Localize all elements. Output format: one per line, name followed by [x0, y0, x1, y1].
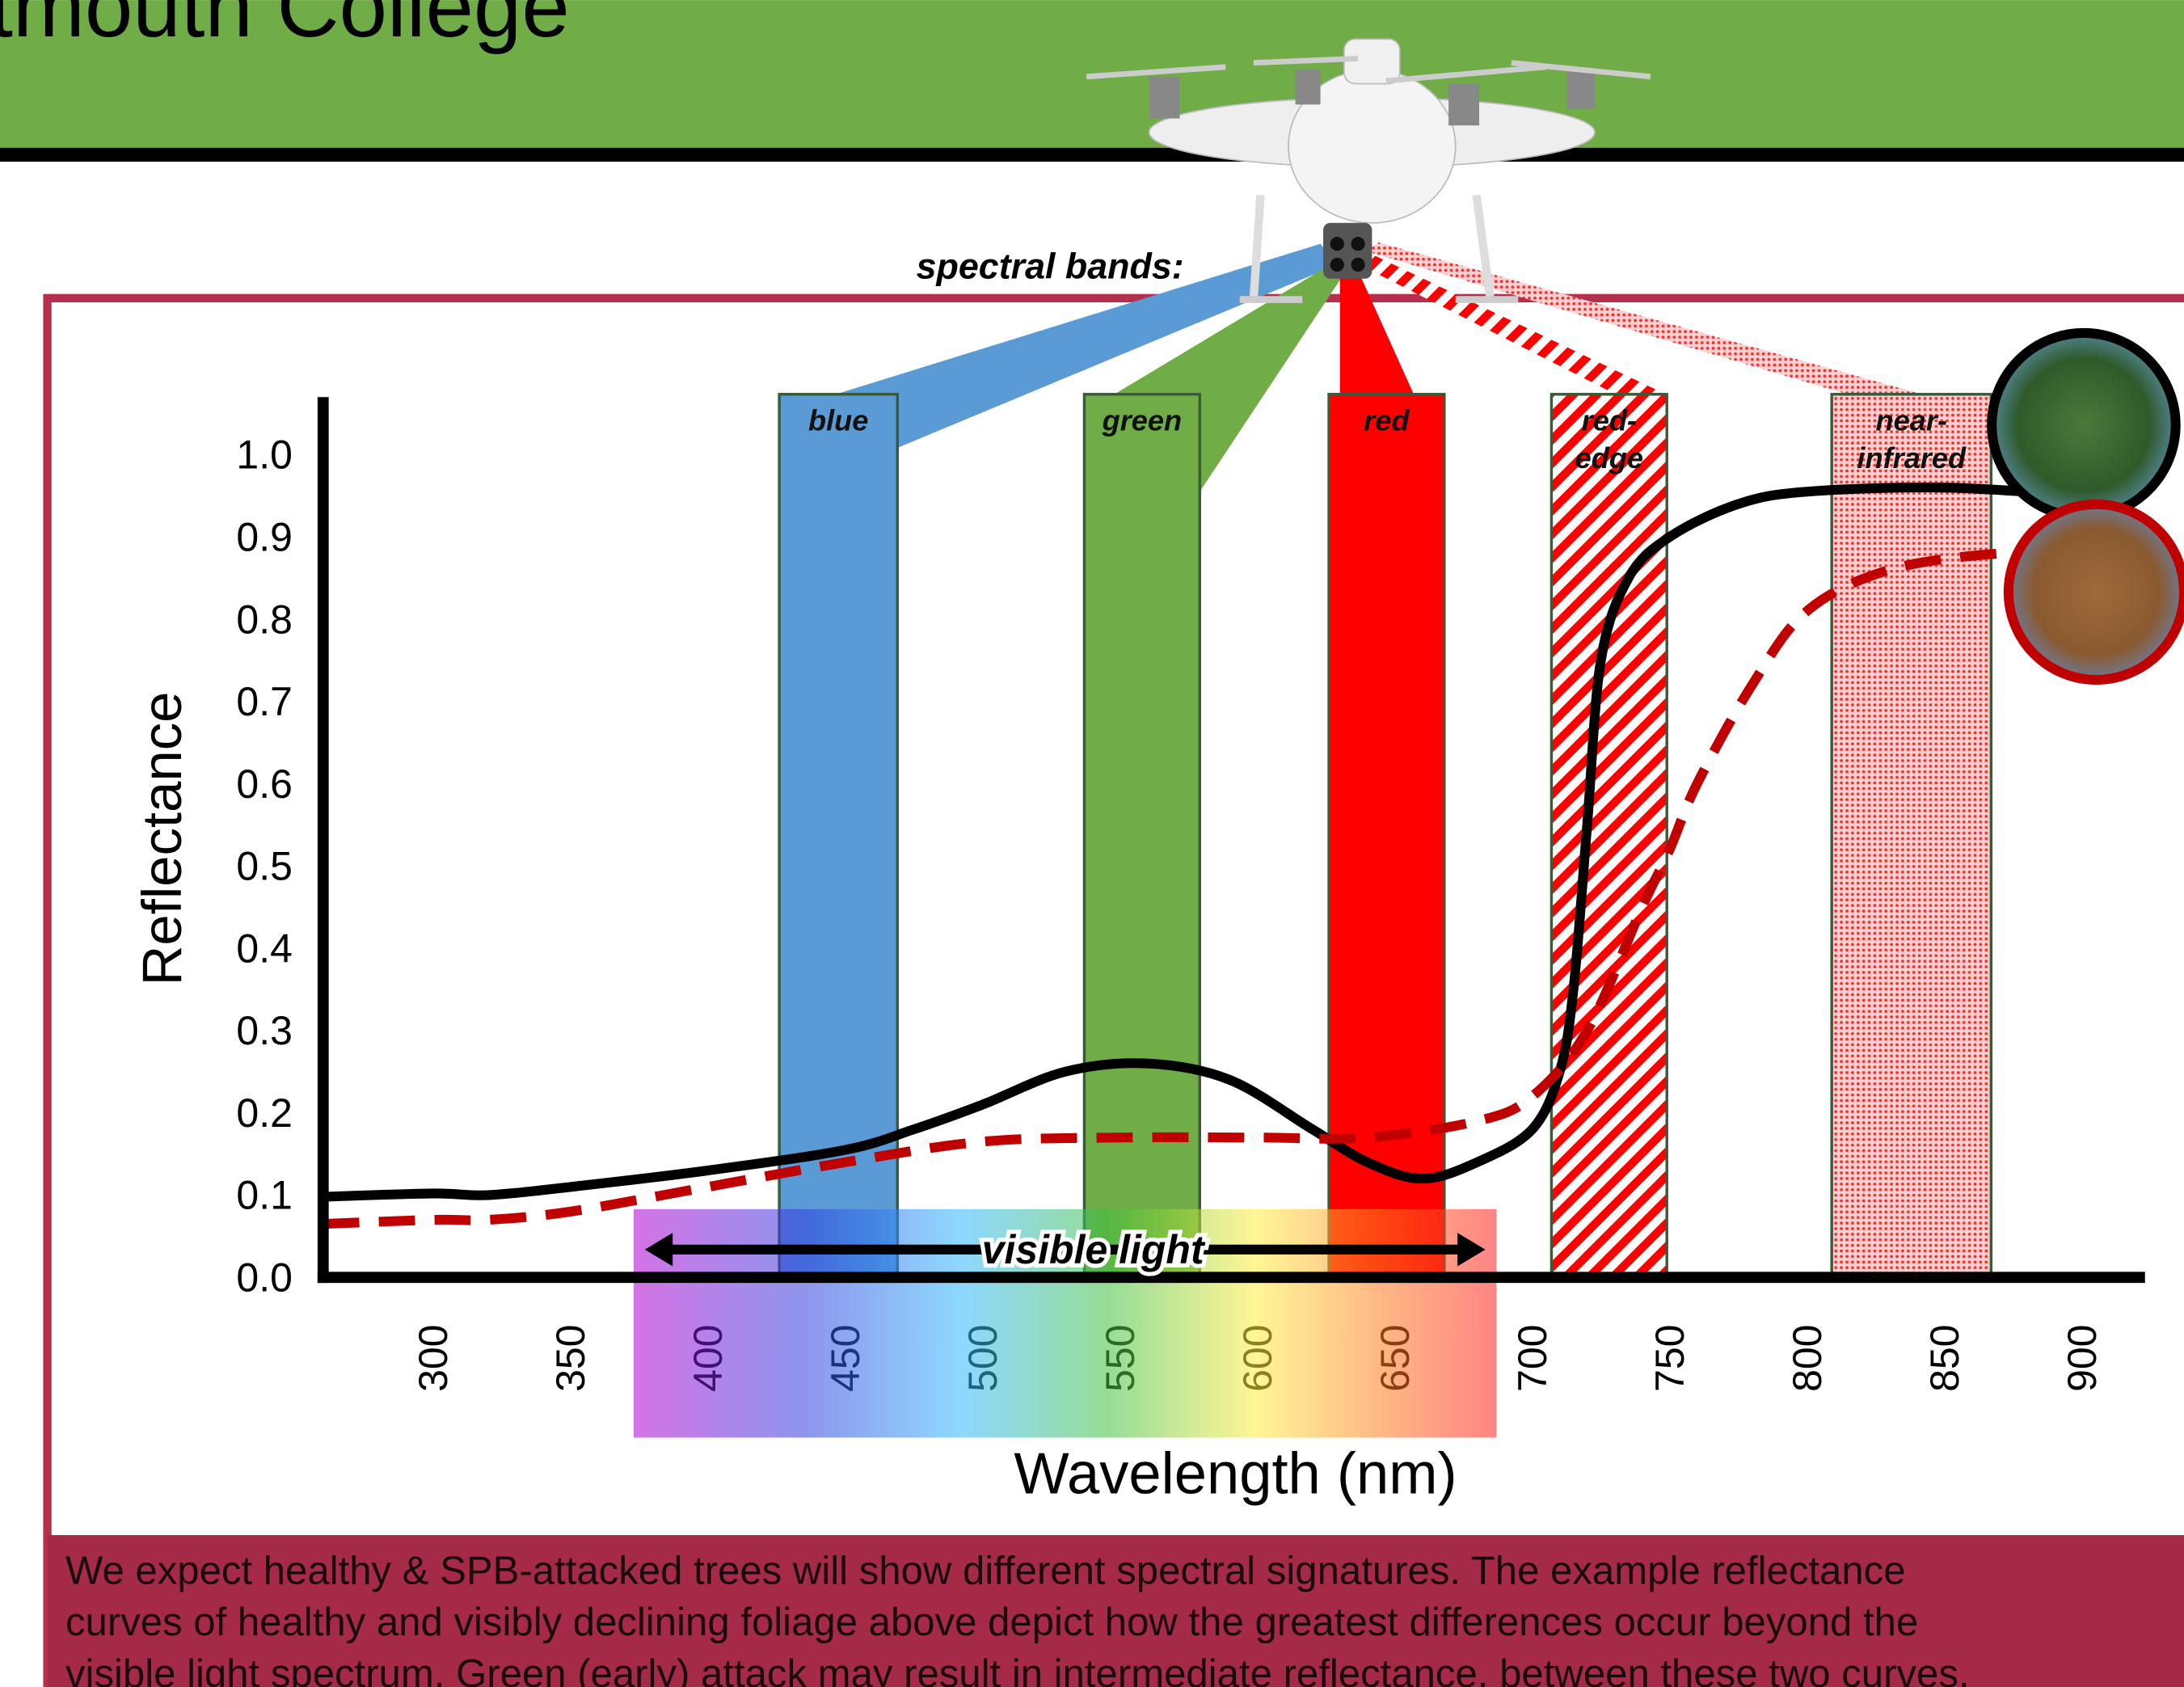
x-tick-label: 900 [2060, 1325, 2105, 1392]
y-tick-label: 0.8 [236, 597, 292, 642]
caption-line: We expect healthy & SPB-attacked trees w… [65, 1549, 1906, 1592]
y-tick-label: 0.2 [236, 1090, 292, 1136]
y-tick-label: 0.1 [236, 1173, 292, 1218]
x-tick-label: 800 [1785, 1325, 1830, 1392]
y-tick-label: 0.5 [236, 844, 292, 889]
band-label: red- [1582, 404, 1637, 437]
visible-light-label: visible light [982, 1227, 1206, 1272]
y-tick-label: 1.0 [236, 432, 292, 478]
band-label: green [1102, 404, 1183, 437]
band-label: near- [1876, 404, 1947, 437]
y-tick-label: 0.9 [236, 514, 292, 559]
y-tick-label: 0.6 [236, 761, 292, 807]
x-axis-title: Wavelength (nm) [1014, 1440, 1457, 1506]
header-title: tmouth College [0, 0, 570, 55]
band-label: infrared [1857, 441, 1967, 474]
band-label: blue [808, 404, 868, 437]
caption-line: curves of healthy and visibly declining … [65, 1601, 1918, 1644]
y-tick-label: 0.0 [236, 1255, 292, 1301]
y-tick-label: 0.4 [236, 926, 292, 971]
spectral-band [1551, 394, 1667, 1278]
caption-line: visible light spectrum. Green (early) at… [65, 1652, 1970, 1687]
x-tick-label: 750 [1647, 1325, 1693, 1392]
poster: tmouth College spectral bands: blue green… [0, 0, 2184, 1687]
x-tick-label: 700 [1510, 1325, 1555, 1392]
spectral-bands-label: spectral bands: [917, 247, 1184, 287]
x-tick-label: 850 [1922, 1325, 1967, 1392]
x-tick-label: 350 [548, 1325, 593, 1392]
band-label: edge [1575, 441, 1643, 474]
spectral-band [1832, 394, 1991, 1278]
x-tick-label: 300 [411, 1325, 456, 1392]
header-rule [0, 148, 2184, 162]
y-tick-label: 0.7 [236, 679, 292, 724]
y-tick-label: 0.3 [236, 1008, 292, 1053]
y-axis-title: Reflectance [131, 692, 193, 986]
spectral-band [1084, 394, 1200, 1278]
band-label: red [1364, 404, 1410, 437]
